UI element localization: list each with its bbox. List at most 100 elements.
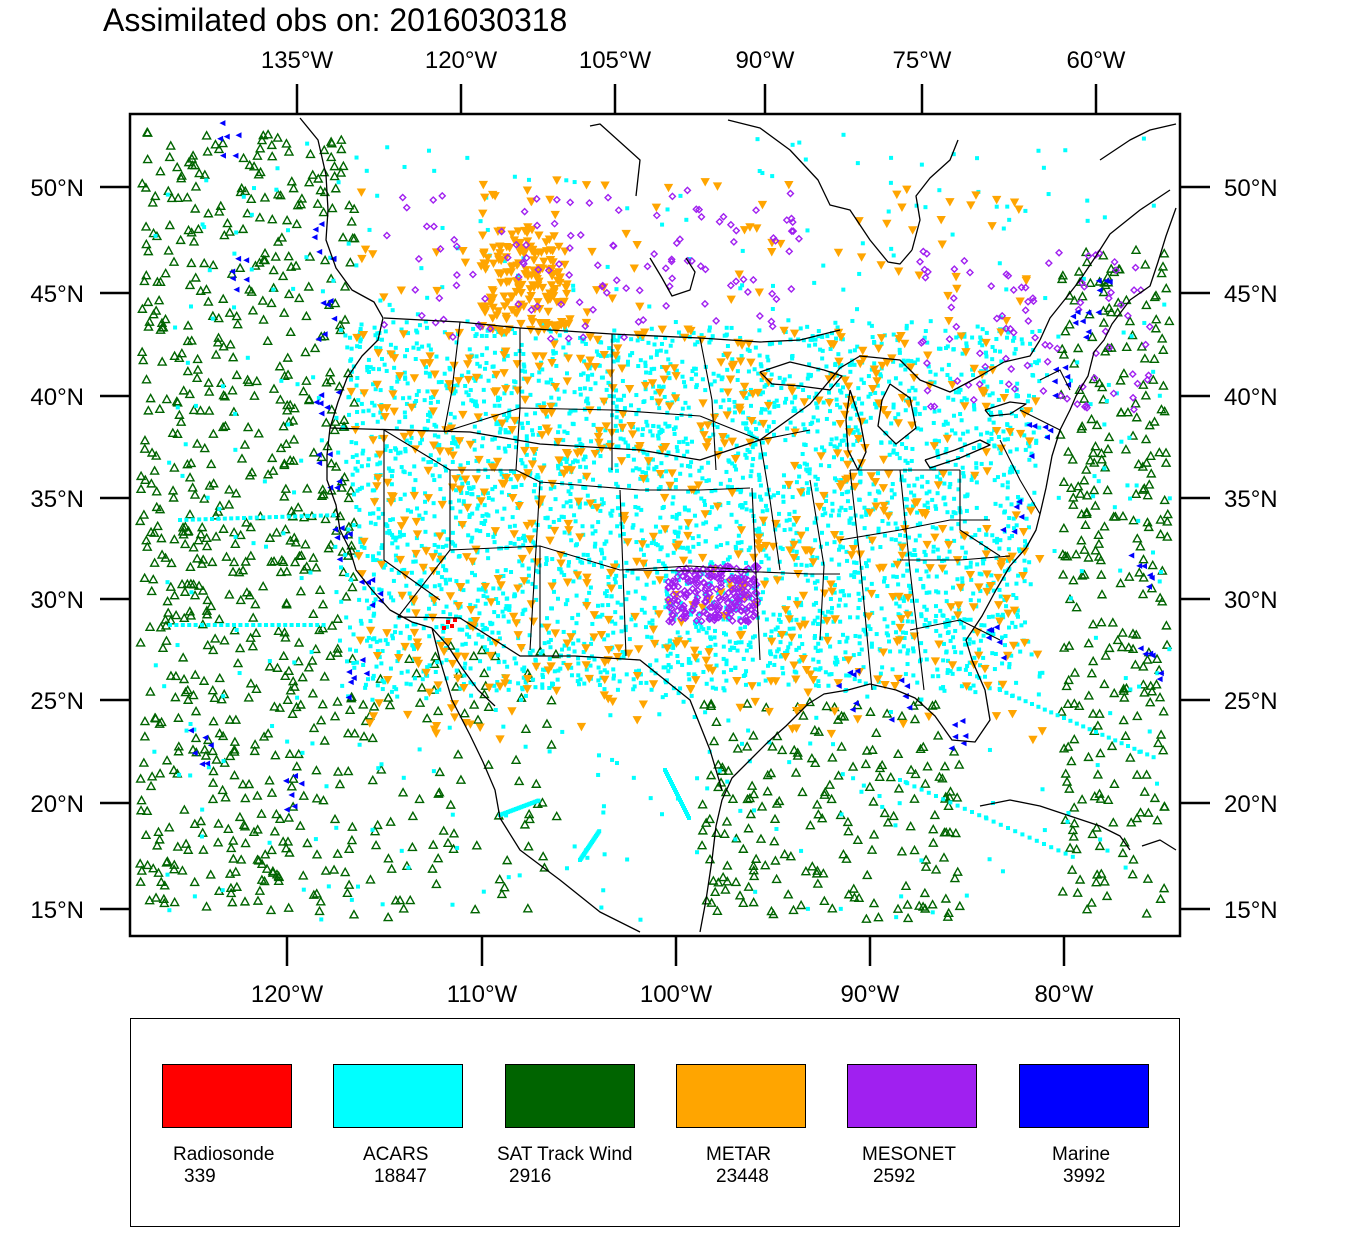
acars-marker	[1052, 548, 1057, 553]
sat-track-wind-marker	[762, 786, 773, 796]
acars-marker	[550, 557, 555, 562]
metar-marker	[346, 387, 356, 397]
acars-marker	[491, 586, 496, 591]
acars-marker	[744, 455, 749, 460]
sat-track-wind-marker	[242, 374, 253, 384]
sat-track-wind-marker	[1096, 617, 1107, 627]
acars-marker	[849, 573, 854, 578]
sat-track-wind-marker	[1137, 484, 1149, 494]
sat-track-wind-marker	[283, 251, 294, 261]
acars-marker	[152, 749, 157, 754]
sat-track-wind-marker	[202, 594, 213, 605]
acars-marker	[815, 477, 820, 482]
acars-marker	[393, 630, 398, 635]
sat-track-wind-marker	[254, 257, 265, 267]
acars-marker	[319, 917, 324, 922]
sat-track-wind-marker	[1130, 659, 1141, 669]
acars-marker	[395, 659, 400, 664]
acars-marker	[645, 452, 650, 457]
acars-marker	[428, 593, 433, 598]
acars-marker	[687, 677, 692, 682]
sat-track-wind-marker	[1118, 685, 1129, 695]
acars-marker	[523, 744, 528, 749]
acars-marker	[913, 409, 918, 414]
acars-marker	[506, 619, 511, 624]
acars-marker	[393, 538, 398, 543]
sat-track-wind-marker	[192, 364, 204, 374]
acars-marker	[665, 207, 670, 212]
sat-track-wind-marker	[795, 899, 807, 910]
sat-track-wind-marker	[267, 865, 279, 876]
acars-marker	[483, 518, 488, 523]
acars-marker	[613, 580, 618, 585]
sat-track-wind-marker	[949, 872, 961, 883]
acars-marker	[727, 398, 732, 403]
acars-marker	[960, 576, 965, 581]
acars-marker	[820, 334, 825, 339]
acars-marker	[953, 431, 958, 436]
sat-track-wind-marker	[135, 773, 146, 783]
sat-track-wind-marker	[279, 627, 290, 637]
acars-marker	[393, 553, 398, 558]
acars-marker	[668, 651, 673, 656]
acars-marker	[992, 478, 997, 483]
sat-track-wind-marker	[334, 778, 346, 789]
sat-track-wind-marker	[142, 127, 153, 137]
acars-marker	[967, 637, 972, 642]
sat-track-wind-marker	[160, 268, 171, 278]
acars-marker	[491, 374, 496, 379]
acars-marker	[824, 416, 829, 421]
sat-track-wind-marker	[1079, 475, 1090, 485]
sat-track-wind-marker	[170, 609, 182, 620]
acars-marker	[877, 794, 882, 799]
acars-marker	[898, 778, 902, 782]
acars-marker	[608, 468, 613, 473]
acars-marker	[490, 437, 495, 442]
sat-track-wind-marker	[1099, 876, 1110, 886]
acars-marker	[390, 541, 395, 546]
acars-marker	[513, 445, 518, 450]
acars-marker	[827, 390, 832, 395]
sat-track-wind-marker	[1067, 824, 1079, 835]
acars-marker	[396, 650, 401, 655]
acars-marker	[217, 506, 222, 511]
acars-marker	[373, 522, 378, 527]
sat-track-wind-marker	[289, 681, 300, 691]
acars-marker	[778, 340, 783, 345]
acars-marker	[701, 521, 706, 526]
acars-marker	[382, 362, 387, 367]
acars-marker	[999, 359, 1004, 364]
acars-marker	[787, 512, 792, 517]
acars-marker	[808, 741, 813, 746]
sat-track-wind-marker	[182, 192, 193, 202]
acars-marker	[948, 376, 953, 381]
acars-marker	[770, 283, 775, 288]
acars-marker	[631, 446, 636, 451]
acars-marker	[950, 514, 955, 519]
sat-track-wind-marker	[1062, 551, 1073, 561]
acars-marker	[568, 504, 573, 509]
sat-track-wind-marker	[230, 714, 242, 724]
acars-marker	[951, 152, 956, 157]
acars-marker	[454, 614, 459, 619]
acars-marker	[977, 571, 982, 576]
acars-marker	[441, 529, 446, 534]
acars-marker	[752, 367, 757, 372]
acars-marker	[912, 483, 917, 488]
acars-marker	[403, 354, 408, 359]
acars-marker	[583, 455, 588, 460]
acars-marker	[569, 673, 574, 678]
sat-track-wind-marker	[1162, 516, 1173, 526]
acars-marker	[835, 382, 840, 387]
sat-track-wind-marker	[431, 878, 442, 889]
acars-marker	[641, 450, 646, 455]
acars-marker	[388, 449, 393, 454]
acars-marker	[582, 359, 587, 364]
acars-marker	[953, 650, 958, 655]
acars-marker	[667, 424, 672, 429]
acars-marker	[379, 357, 384, 362]
acars-marker	[945, 668, 950, 673]
acars-marker	[625, 206, 630, 211]
acars-marker	[471, 376, 476, 381]
acars-marker	[153, 233, 158, 238]
